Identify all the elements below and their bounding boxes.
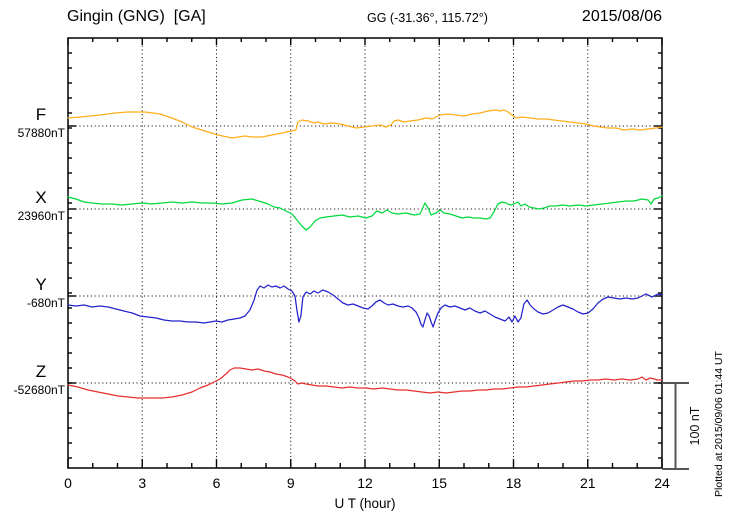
plot-date: 2015/08/06 bbox=[581, 8, 662, 25]
x-tick-label-12: 12 bbox=[357, 475, 373, 491]
trace-X bbox=[67, 195, 663, 231]
series-baseline-value-Y: -680nT bbox=[27, 296, 66, 310]
x-tick-label-18: 18 bbox=[506, 475, 522, 491]
series-letter-Z: Z bbox=[36, 362, 46, 381]
trace-Z bbox=[67, 367, 663, 399]
trace-F bbox=[67, 109, 663, 139]
x-tick-label-24: 24 bbox=[654, 475, 670, 491]
series-baseline-value-F: 57880nT bbox=[18, 126, 66, 140]
x-axis-label: U T (hour) bbox=[334, 496, 395, 511]
series-baseline-value-X: 23960nT bbox=[18, 209, 66, 223]
station-coordinates: GG (-31.36°, 115.72°) bbox=[367, 11, 488, 25]
x-tick-label-0: 0 bbox=[64, 475, 72, 491]
x-tick-label-21: 21 bbox=[580, 475, 596, 491]
series-letter-F: F bbox=[36, 105, 46, 124]
scale-bar-label: 100 nT bbox=[688, 406, 702, 445]
station-title: Gingin (GNG) [GA] bbox=[67, 8, 206, 25]
plotted-at-note: Plotted at 2015/09/06 01:44 UT bbox=[713, 350, 725, 497]
x-tick-label-9: 9 bbox=[287, 475, 295, 491]
series-letter-Y: Y bbox=[35, 275, 46, 294]
series-baseline-value-Z: -52680nT bbox=[14, 383, 66, 397]
plot-frame bbox=[67, 37, 663, 469]
trace-Y bbox=[67, 284, 663, 328]
x-tick-label-15: 15 bbox=[431, 475, 447, 491]
x-tick-label-6: 6 bbox=[213, 475, 221, 491]
series-letter-X: X bbox=[35, 188, 46, 207]
x-tick-label-3: 3 bbox=[138, 475, 146, 491]
